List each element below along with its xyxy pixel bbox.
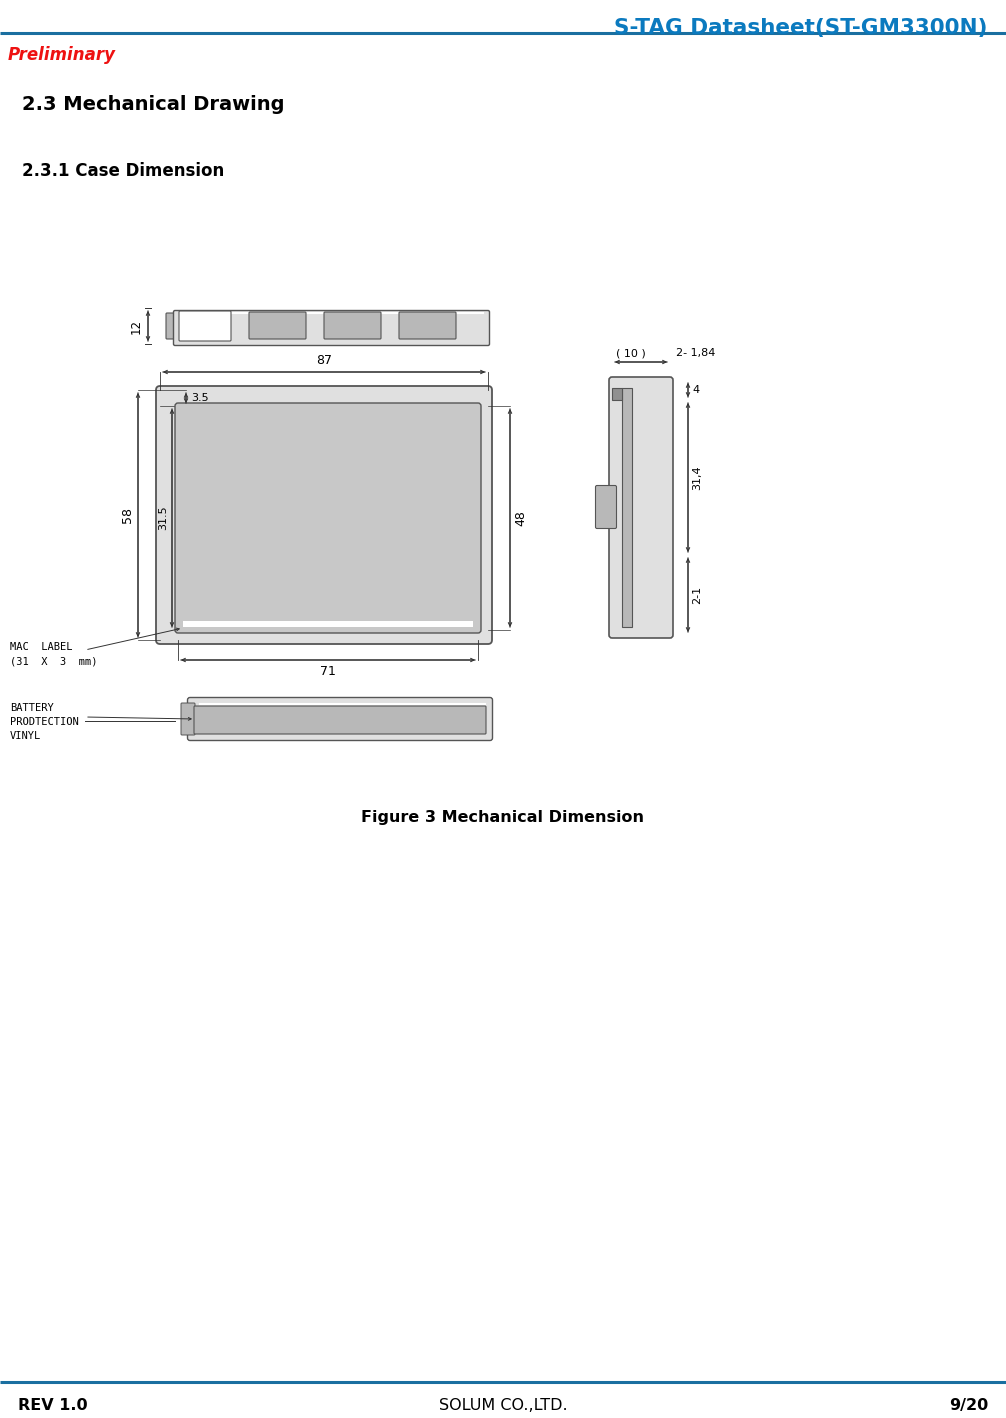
FancyBboxPatch shape [596,485,617,529]
Text: 12: 12 [130,319,143,333]
FancyBboxPatch shape [399,312,456,339]
Text: 31.5: 31.5 [158,506,168,530]
Text: 31,4: 31,4 [692,465,702,489]
FancyBboxPatch shape [166,313,180,339]
FancyBboxPatch shape [324,312,381,339]
Polygon shape [612,389,622,400]
FancyBboxPatch shape [175,403,481,632]
Text: S-TAG Datasheet(ST-GM3300N): S-TAG Datasheet(ST-GM3300N) [615,18,988,38]
Text: BATTERY: BATTERY [10,703,53,713]
FancyBboxPatch shape [181,703,195,735]
FancyBboxPatch shape [609,377,673,638]
Text: 2.3 Mechanical Drawing: 2.3 Mechanical Drawing [22,95,285,113]
FancyBboxPatch shape [156,386,492,644]
Text: 2-1: 2-1 [692,586,702,604]
Text: VINYL: VINYL [10,732,41,742]
Text: 2- 1,84: 2- 1,84 [676,347,715,357]
FancyBboxPatch shape [187,698,493,740]
Text: PRODTECTION: PRODTECTION [10,718,78,727]
Text: 4: 4 [692,386,699,396]
Text: ( 10 ): ( 10 ) [616,347,646,357]
FancyBboxPatch shape [249,312,306,339]
Text: 48: 48 [514,510,527,526]
Bar [622,389,632,627]
Text: REV 1.0: REV 1.0 [18,1398,88,1412]
Text: 87: 87 [316,354,332,367]
Text: SOLUM CO.,LTD.: SOLUM CO.,LTD. [439,1398,567,1412]
Text: Figure 3 Mechanical Dimension: Figure 3 Mechanical Dimension [361,810,645,825]
Text: 3.5: 3.5 [191,393,208,403]
FancyBboxPatch shape [179,311,231,340]
Text: MAC  LABEL: MAC LABEL [10,642,72,652]
Text: 2.3.1 Case Dimension: 2.3.1 Case Dimension [22,162,224,180]
Text: Preliminary: Preliminary [8,45,116,64]
Bar [183,621,473,627]
FancyBboxPatch shape [173,311,490,346]
FancyBboxPatch shape [194,706,486,735]
Text: 9/20: 9/20 [949,1398,988,1412]
Text: (31  X  3  mm): (31 X 3 mm) [10,657,98,666]
Text: 71: 71 [320,665,336,678]
Text: 58: 58 [121,508,134,523]
